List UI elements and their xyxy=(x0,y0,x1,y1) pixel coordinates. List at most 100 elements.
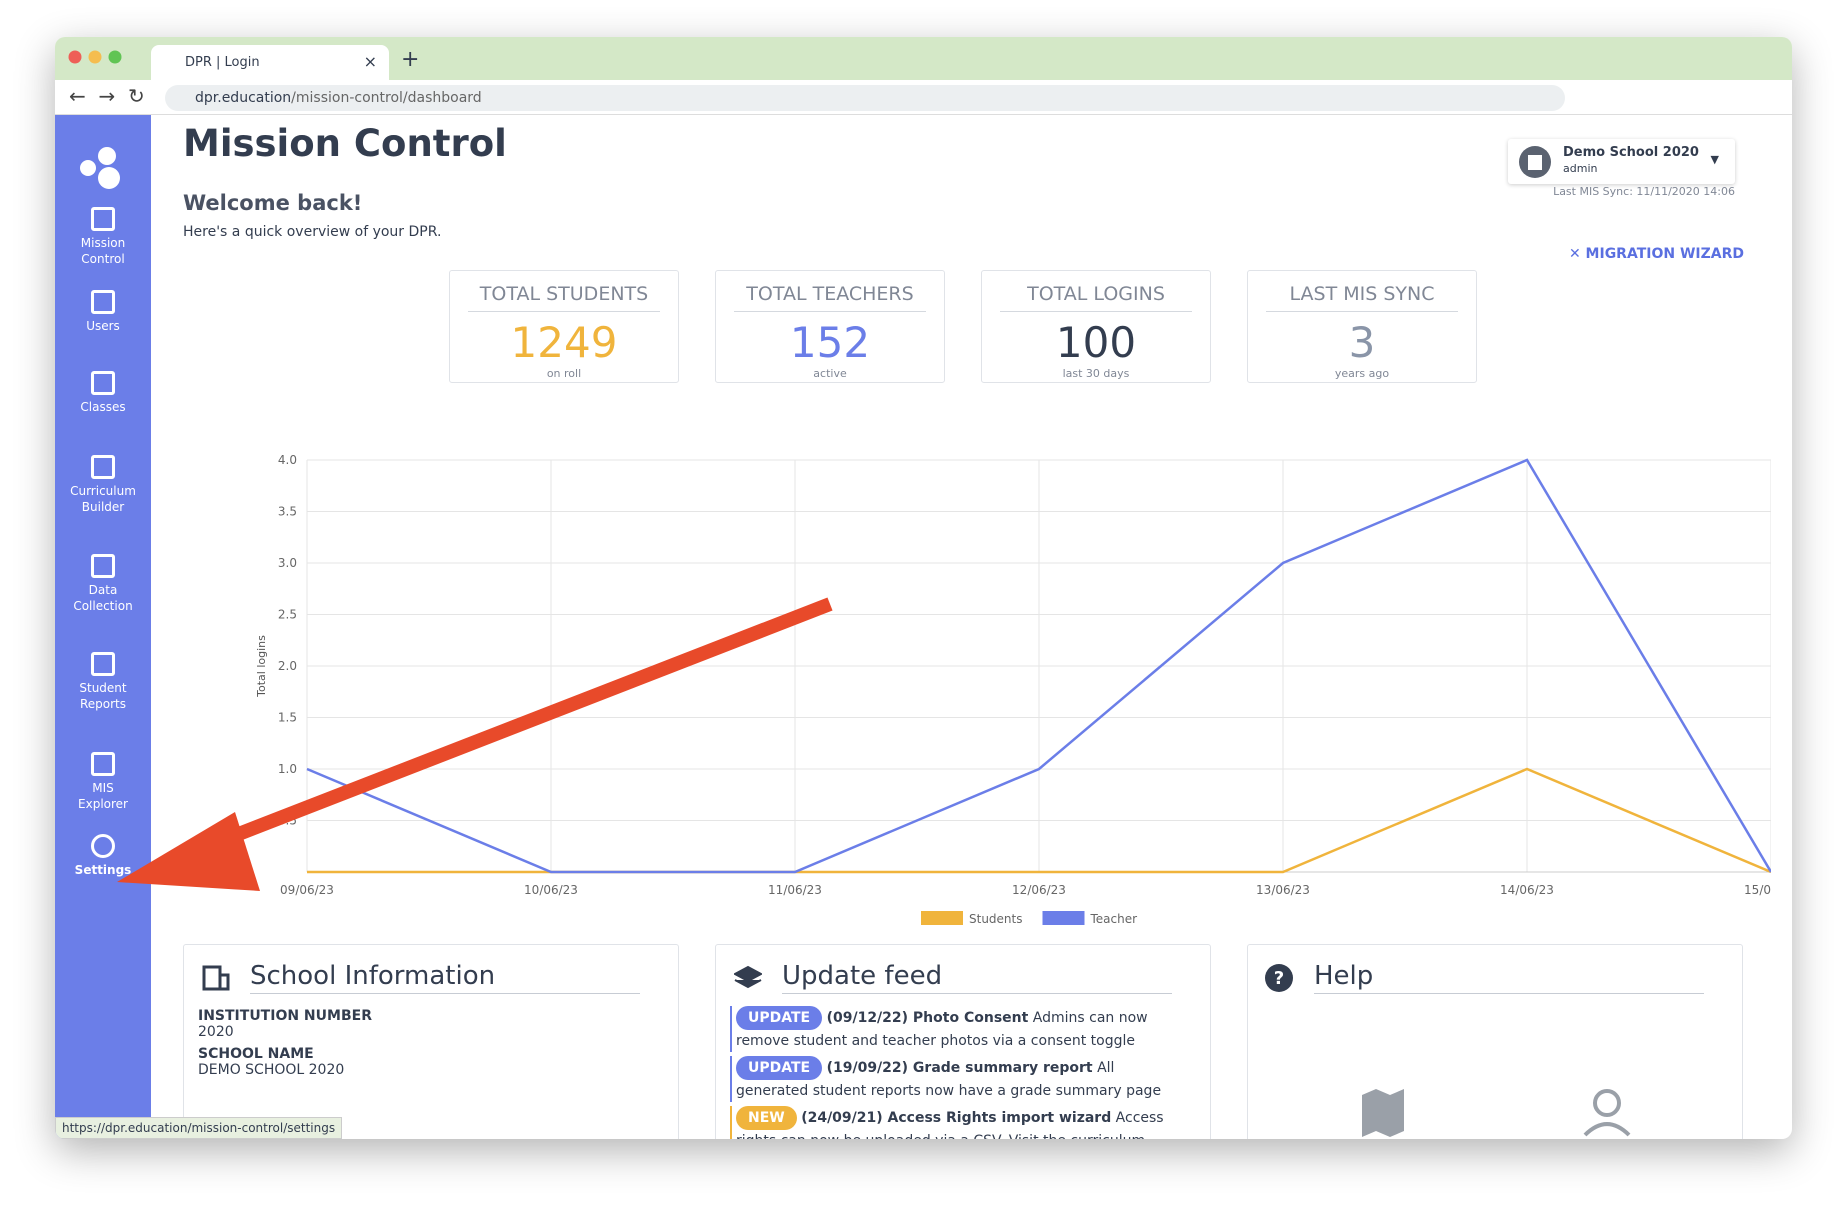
window-controls xyxy=(68,50,122,64)
legend-label: Students xyxy=(969,912,1023,926)
migration-label: MIGRATION WIZARD xyxy=(1585,246,1744,262)
role: admin xyxy=(1563,162,1598,175)
panel-title: School Information xyxy=(250,961,640,994)
stat-value: 152 xyxy=(789,318,871,367)
stat-label: LAST MIS SYNC xyxy=(1266,283,1458,312)
nav-icon xyxy=(91,554,115,578)
help-icons xyxy=(1362,1089,1631,1137)
page-title: Mission Control xyxy=(183,122,507,165)
nav-label: Settings xyxy=(74,863,132,877)
nav-item[interactable]: Mission Control xyxy=(55,207,151,267)
stat-card: LAST MIS SYNC 3 years ago xyxy=(1247,270,1477,383)
panel-title: Help xyxy=(1314,961,1704,994)
nav-item[interactable]: Data Collection xyxy=(55,554,151,614)
url-path: /mission-control/dashboard xyxy=(291,90,482,106)
feed-item: UPDATE (19/09/22) Grade summary report A… xyxy=(730,1056,1182,1102)
nav-item[interactable]: Users xyxy=(55,290,151,334)
x-tick-label: 11/06/23 xyxy=(768,883,822,897)
series-line xyxy=(306,458,1771,874)
status-bar: https://dpr.education/mission-control/se… xyxy=(55,1117,343,1139)
badge: NEW xyxy=(736,1106,797,1130)
x-tick-label: 10/06/23 xyxy=(524,883,578,897)
tab[interactable]: DPR | Login × xyxy=(151,45,389,80)
migration-wizard[interactable]: ✕ MIGRATION WIZARD xyxy=(1568,246,1744,262)
y-tick-label: 3.5 xyxy=(278,505,297,519)
stat-card: TOTAL STUDENTS 1249 on roll xyxy=(449,270,679,383)
feed-title: (24/09/21) Access Rights import wizard xyxy=(801,1110,1112,1126)
nav-icon xyxy=(91,455,115,479)
chart: Total logins 0.5 1.0 1.5 2.0 2.5 3.0 3.5 4.0 09/0… xyxy=(255,453,1771,926)
building-icon xyxy=(202,965,230,991)
nav-label: Data Collection xyxy=(73,583,133,613)
feed-title: (19/09/22) Grade summary report xyxy=(826,1060,1093,1076)
school-name: Demo School 2020 xyxy=(1563,145,1699,160)
x-tick-label: 15/06/23 xyxy=(1744,883,1771,897)
stat-label: TOTAL STUDENTS xyxy=(468,283,660,312)
nav-item[interactable]: MIS Explorer xyxy=(55,752,151,812)
nav-buttons[interactable]: ← → ↻ xyxy=(69,84,145,108)
feed-item: NEW (24/09/21) Access Rights import wiza… xyxy=(730,1106,1182,1139)
nav-icon xyxy=(91,290,115,314)
stat-label: TOTAL TEACHERS xyxy=(734,283,926,312)
logo xyxy=(80,147,120,189)
badge: UPDATE xyxy=(736,1006,823,1030)
nav-icon xyxy=(91,752,115,776)
y-axis-label: Total logins xyxy=(255,635,268,698)
y-tick-label: 2.0 xyxy=(278,659,297,673)
address-bar: ← → ↻ dpr.education/mission-control/dash… xyxy=(55,80,1792,115)
nav-item[interactable]: Classes xyxy=(55,371,151,415)
account-menu[interactable]: Demo School 2020 admin ▼ xyxy=(1508,139,1735,184)
stat-card: TOTAL TEACHERS 152 active xyxy=(715,270,945,383)
nav-label: Curriculum Builder xyxy=(70,484,136,514)
stat-note: last 30 days xyxy=(1062,367,1130,380)
help-panel: ? Help xyxy=(1247,944,1743,1139)
x-tick-label: 13/06/23 xyxy=(1256,883,1310,897)
last-sync: Last MIS Sync: 11/11/2020 14:06 xyxy=(1553,185,1735,198)
x-tick-label: 12/06/23 xyxy=(1012,883,1066,897)
legend-swatch xyxy=(1042,911,1085,925)
browser-window: DPR | Login × + ← → ↻ dpr.education/missi… xyxy=(55,37,1792,1139)
svg-text:?: ? xyxy=(1274,968,1284,989)
field-label: SCHOOL NAME xyxy=(198,1046,314,1062)
nav-icon xyxy=(91,834,115,858)
legend-swatch xyxy=(921,911,963,925)
nav-item[interactable]: Curriculum Builder xyxy=(55,455,151,515)
y-tick-label: 2.5 xyxy=(278,608,297,622)
y-tick-label: 1.5 xyxy=(278,711,297,725)
help-icon: ? xyxy=(1265,964,1293,992)
nav-label: Classes xyxy=(80,400,126,414)
field-label: INSTITUTION NUMBER xyxy=(198,1008,372,1024)
legend-label: Teacher xyxy=(1090,912,1138,926)
nav-label: MIS Explorer xyxy=(78,781,128,811)
nav-label: Student Reports xyxy=(79,681,127,711)
feed-list: UPDATE (09/12/22) Photo Consent Admins c… xyxy=(730,1006,1182,1139)
badge: UPDATE xyxy=(736,1056,823,1080)
new-tab[interactable]: + xyxy=(401,47,420,72)
stat-card: TOTAL LOGINS 100 last 30 days xyxy=(981,270,1211,383)
y-tick-label: 1.0 xyxy=(278,762,297,776)
update-feed-panel: Update feed UPDATE (09/12/22) Photo Cons… xyxy=(715,944,1211,1139)
panel-title: Update feed xyxy=(782,961,1172,994)
stat-note: active xyxy=(813,367,847,380)
nav-icon xyxy=(91,371,115,395)
url-field[interactable]: dpr.education/mission-control/dashboard xyxy=(165,85,1565,111)
y-tick-label: 3.0 xyxy=(278,556,297,570)
feed-text: Access rights can now be uploaded via a … xyxy=(736,1110,1164,1139)
feed-item: UPDATE (09/12/22) Photo Consent Admins c… xyxy=(730,1006,1182,1052)
stat-value: 3 xyxy=(1348,318,1376,367)
nav-icon xyxy=(91,652,115,676)
y-tick-label: 4.0 xyxy=(278,453,297,467)
feed-text: Admins can now remove student and teache… xyxy=(736,1010,1148,1049)
y-tick-label: 0.5 xyxy=(278,814,297,828)
stat-value: 1249 xyxy=(510,318,618,367)
feed-title: (09/12/22) Photo Consent xyxy=(826,1010,1029,1026)
nav-item[interactable]: Student Reports xyxy=(55,652,151,712)
nav-item[interactable]: Settings xyxy=(55,834,151,878)
feed-text: All generated student reports now have a… xyxy=(736,1060,1162,1099)
nav-label: Mission Control xyxy=(80,236,126,266)
layers-icon xyxy=(734,965,762,989)
stat-label: TOTAL LOGINS xyxy=(1000,283,1192,312)
field-value: DEMO SCHOOL 2020 xyxy=(198,1062,345,1078)
welcome: Welcome back! xyxy=(183,191,363,215)
